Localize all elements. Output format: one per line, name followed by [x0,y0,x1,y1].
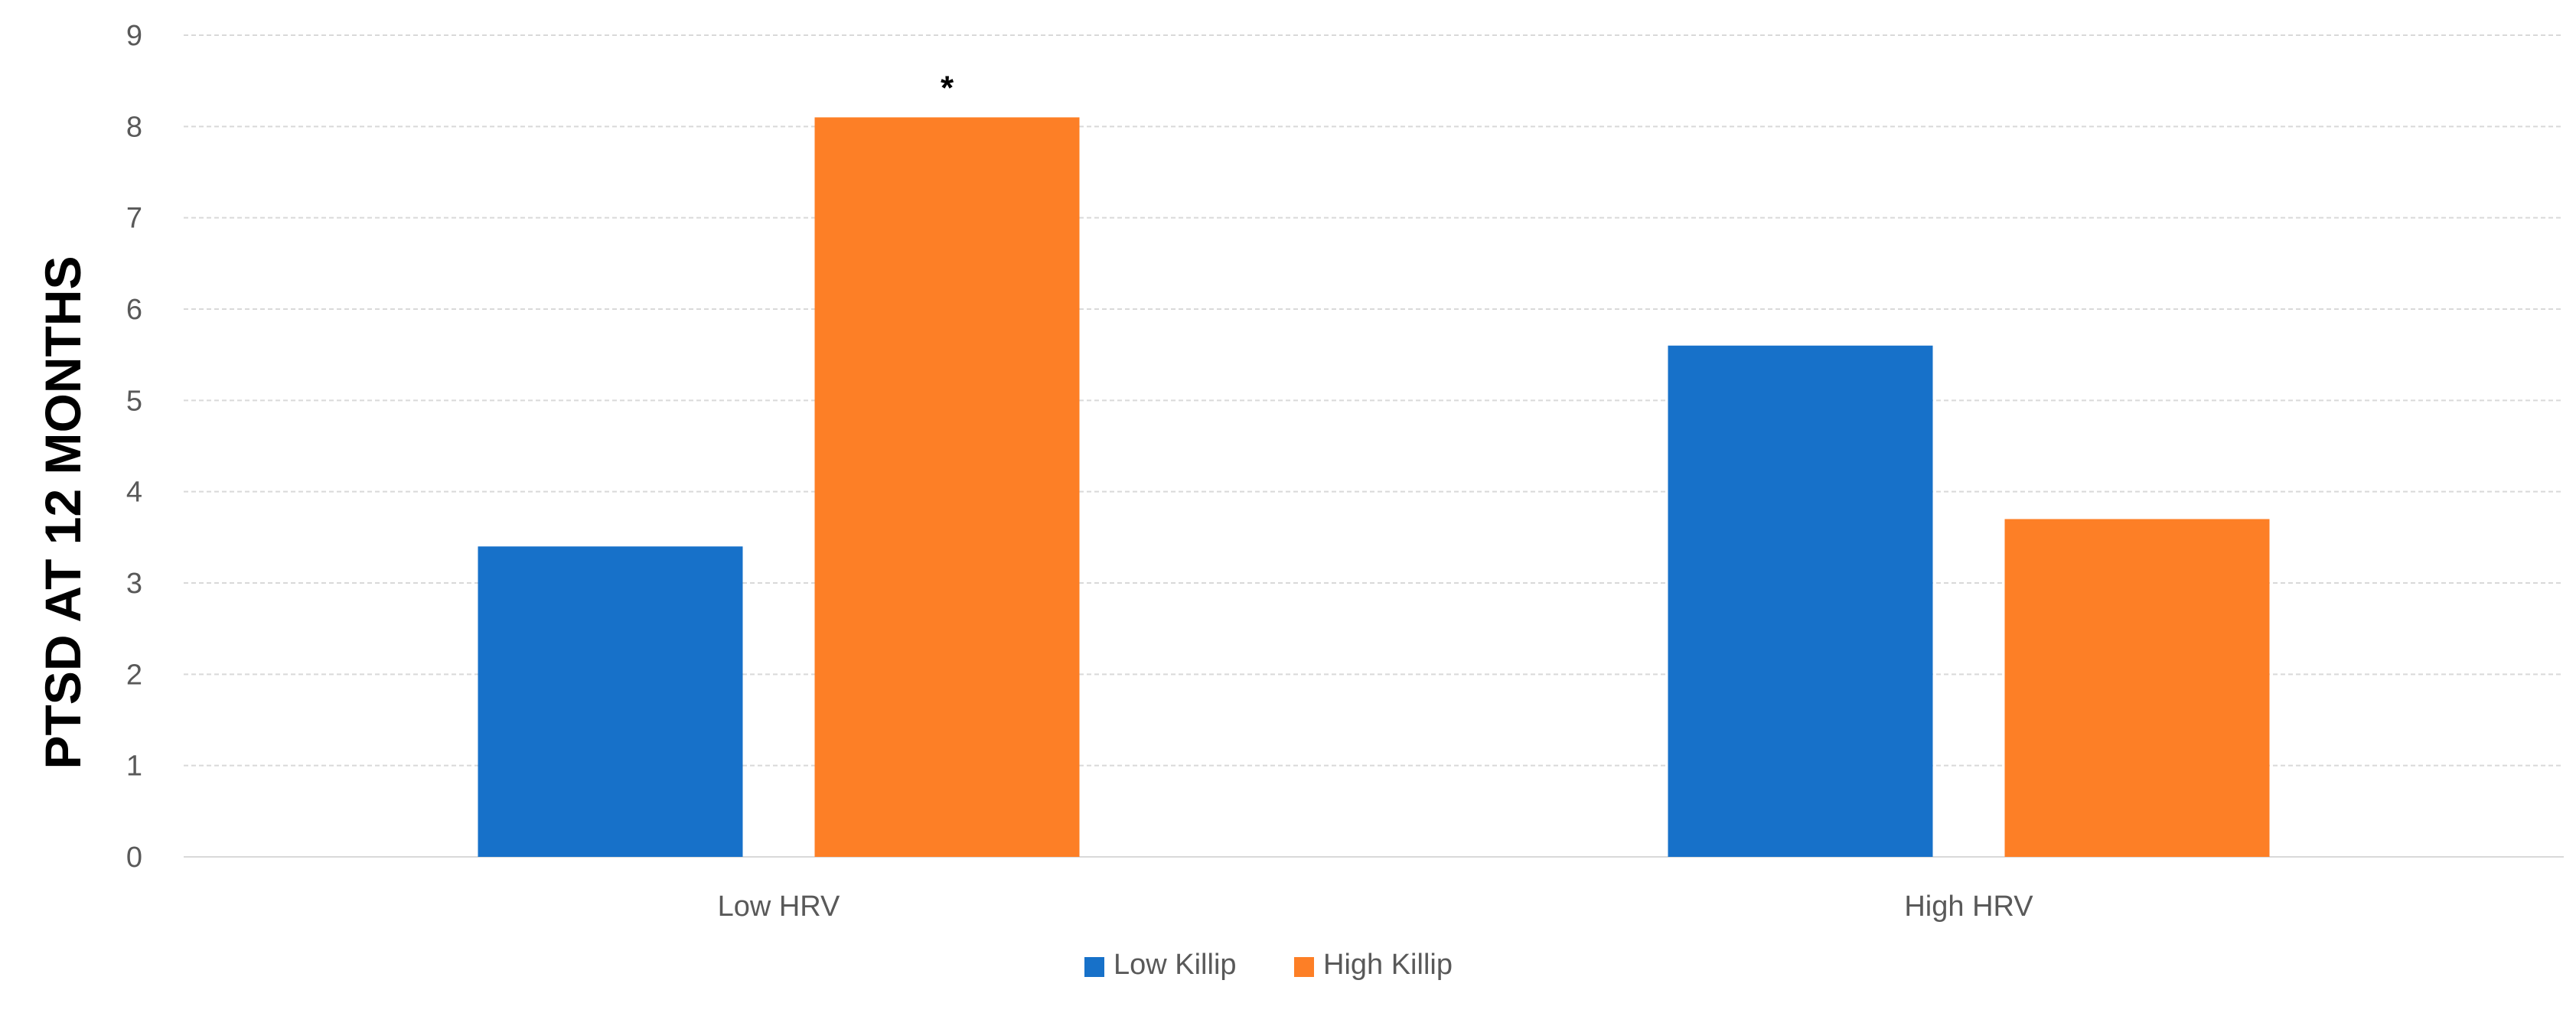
y-axis-ticks: 0 1 2 3 4 5 6 7 8 9 [126,20,142,874]
y-tick-label: 3 [126,568,142,600]
legend-swatch [1084,957,1104,977]
legend-swatch [1294,957,1314,977]
legend: Low Killip High Killip [1084,949,1453,981]
y-tick-label: 4 [126,477,142,509]
bars [478,117,2270,857]
bar-low-killip-low-hrv [478,546,743,857]
bar-low-killip-high-hrv [1668,345,1933,857]
y-tick-label: 5 [126,385,142,417]
y-tick-label: 8 [126,111,142,143]
y-tick-label: 9 [126,20,142,52]
x-category-label: Low HRV [718,891,840,923]
annotations: * [941,69,954,106]
legend-label: Low Killip [1114,949,1237,981]
y-axis-title: PTSD AT 12 MONTHS [34,256,91,769]
significance-marker: * [941,69,954,106]
legend-item-low-killip: Low Killip [1084,949,1237,981]
legend-item-high-killip: High Killip [1294,949,1453,981]
x-axis-categories: Low HRV High HRV [718,891,2034,923]
y-tick-label: 7 [126,203,142,235]
y-tick-label: 6 [126,294,142,326]
y-tick-label: 1 [126,751,142,783]
bar-high-killip-high-hrv [2004,519,2270,857]
bar-high-killip-low-hrv [814,117,1080,857]
legend-label: High Killip [1323,949,1453,981]
y-tick-label: 2 [126,659,142,691]
x-category-label: High HRV [1904,891,2033,923]
y-tick-label: 0 [126,842,142,874]
